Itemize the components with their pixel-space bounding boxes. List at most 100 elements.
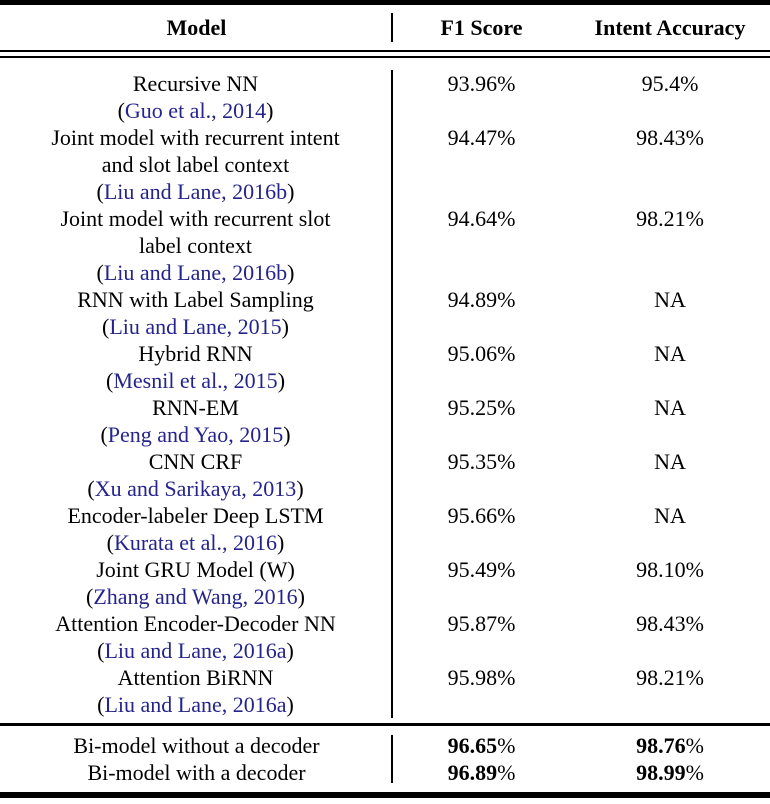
table-row: Recursive NN (Guo et al., 2014) 93.96% 95.4… <box>0 70 770 124</box>
f1-value: 95.66% <box>447 503 516 528</box>
model-cell: CNN CRF (Xu and Sarikaya, 2013) <box>0 448 393 502</box>
model-name: Encoder-labeler Deep LSTM <box>67 503 324 528</box>
model-cell: RNN-EM (Peng and Yao, 2015) <box>0 394 393 448</box>
header-f1-score-label: F1 Score <box>440 14 523 40</box>
table-top-rule <box>0 0 770 5</box>
f1-cell: 94.89% <box>393 286 570 340</box>
table-row: Joint model with recurrent slot label con… <box>0 205 770 286</box>
footer-f1-column: 96.65% 96.89% <box>393 732 570 786</box>
header-model-label: Model <box>166 14 227 40</box>
citation-link[interactable]: (Mesnil et al., 2015) <box>105 368 286 393</box>
intent-cell: NA <box>570 286 770 340</box>
table-row: Joint GRU Model (W) (Zhang and Wang, 2016… <box>0 556 770 610</box>
f1-value: 95.98% <box>447 665 516 690</box>
intent-cell: 98.10% <box>570 556 770 610</box>
model-cell: Hybrid RNN (Mesnil et al., 2015) <box>0 340 393 394</box>
model-name: RNN with Label Sampling <box>77 287 314 312</box>
header-f1-score: F1 Score <box>393 5 570 50</box>
intent-value: 98.99% <box>636 760 704 785</box>
f1-value: 95.25% <box>447 395 516 420</box>
column-divider <box>391 13 393 42</box>
model-cell: Joint GRU Model (W) (Zhang and Wang, 2016… <box>0 556 393 610</box>
table-row: CNN CRF (Xu and Sarikaya, 2013) 95.35% NA <box>0 448 770 502</box>
intent-value: 98.76% <box>636 733 704 758</box>
intent-cell: 98.21% <box>570 205 770 286</box>
f1-cell: 93.96% <box>393 70 570 124</box>
citation-link[interactable]: (Liu and Lane, 2016b) <box>96 260 295 285</box>
f1-cell: 94.64% <box>393 205 570 286</box>
model-name: RNN-EM <box>152 395 239 420</box>
f1-value: 93.96% <box>447 71 516 96</box>
table-row: Attention Encoder-Decoder NN (Liu and Lan… <box>0 610 770 664</box>
f1-value: 95.49% <box>447 557 516 582</box>
intent-cell: NA <box>570 394 770 448</box>
intent-value: NA <box>654 449 686 474</box>
model-cell: Joint model with recurrent intent and slo… <box>0 124 393 205</box>
table-header-row: Model F1 Score Intent Accuracy <box>0 5 770 50</box>
intent-value: NA <box>654 395 686 420</box>
footer-separator-rule <box>0 723 770 726</box>
intent-cell: NA <box>570 448 770 502</box>
f1-cell: 95.35% <box>393 448 570 502</box>
intent-cell: 98.43% <box>570 610 770 664</box>
intent-value: NA <box>654 287 686 312</box>
table-row: Attention BiRNN (Liu and Lane, 2016a) 95.9… <box>0 664 770 718</box>
table-bottom-rule <box>0 792 770 798</box>
f1-cell: 95.49% <box>393 556 570 610</box>
header-intent-accuracy: Intent Accuracy <box>570 5 770 50</box>
model-name: CNN CRF <box>148 449 243 474</box>
intent-cell: NA <box>570 340 770 394</box>
citation-link[interactable]: (Zhang and Wang, 2016) <box>86 584 305 609</box>
model-cell: Attention Encoder-Decoder NN (Liu and Lan… <box>0 610 393 664</box>
citation-link[interactable]: (Liu and Lane, 2016a) <box>97 692 294 717</box>
citation-link[interactable]: (Liu and Lane, 2016a) <box>97 638 294 663</box>
model-name: Attention Encoder-Decoder NN <box>55 611 336 636</box>
table-body: Recursive NN (Guo et al., 2014) 93.96% 95.4… <box>0 58 770 723</box>
model-name: and slot label context <box>101 152 290 177</box>
intent-value: 98.43% <box>636 611 704 636</box>
citation-link[interactable]: (Peng and Yao, 2015) <box>100 422 291 447</box>
footer-intent-column: 98.76% 98.99% <box>570 732 770 786</box>
f1-value: 94.64% <box>447 206 516 231</box>
intent-cell: NA <box>570 502 770 556</box>
table-row: RNN-EM (Peng and Yao, 2015) 95.25% NA <box>0 394 770 448</box>
model-cell: Attention BiRNN (Liu and Lane, 2016a) <box>0 664 393 718</box>
citation-link[interactable]: (Liu and Lane, 2015) <box>102 314 289 339</box>
intent-value: NA <box>654 341 686 366</box>
f1-cell: 95.06% <box>393 340 570 394</box>
citation-link[interactable]: (Guo et al., 2014) <box>117 98 274 123</box>
model-name: Hybrid RNN <box>138 341 253 366</box>
f1-value: 96.89% <box>447 760 516 785</box>
table-footer: Bi-model without a decoder Bi-model with … <box>0 726 770 792</box>
model-name: Bi-model with a decoder <box>87 760 306 785</box>
f1-cell: 95.87% <box>393 610 570 664</box>
citation-link[interactable]: (Kurata et al., 2016) <box>106 530 285 555</box>
intent-value: 95.4% <box>641 71 699 96</box>
citation-link[interactable]: (Xu and Sarikaya, 2013) <box>87 476 304 501</box>
model-cell: RNN with Label Sampling (Liu and Lane, 20… <box>0 286 393 340</box>
f1-cell: 95.98% <box>393 664 570 718</box>
intent-value: 98.21% <box>636 206 704 231</box>
citation-link[interactable]: (Liu and Lane, 2016b) <box>96 179 295 204</box>
table-row: Joint model with recurrent intent and slo… <box>0 124 770 205</box>
f1-value: 96.65% <box>447 733 516 758</box>
f1-cell: 95.25% <box>393 394 570 448</box>
model-name: Attention BiRNN <box>117 665 274 690</box>
model-cell: Recursive NN (Guo et al., 2014) <box>0 70 393 124</box>
header-model: Model <box>0 5 393 50</box>
model-name: Joint model with recurrent slot <box>60 206 331 231</box>
table-row: Hybrid RNN (Mesnil et al., 2015) 95.06% NA <box>0 340 770 394</box>
intent-cell: 98.43% <box>570 124 770 205</box>
table-row: RNN with Label Sampling (Liu and Lane, 20… <box>0 286 770 340</box>
intent-cell: 98.21% <box>570 664 770 718</box>
model-name: Joint GRU Model (W) <box>96 557 295 582</box>
model-name: label context <box>138 233 252 258</box>
f1-value: 95.35% <box>447 449 516 474</box>
model-cell: Joint model with recurrent slot label con… <box>0 205 393 286</box>
model-cell: Encoder-labeler Deep LSTM (Kurata et al.,… <box>0 502 393 556</box>
model-name: Bi-model without a decoder <box>73 733 320 758</box>
f1-cell: 94.47% <box>393 124 570 205</box>
table-row: Encoder-labeler Deep LSTM (Kurata et al.,… <box>0 502 770 556</box>
intent-value: 98.21% <box>636 665 704 690</box>
